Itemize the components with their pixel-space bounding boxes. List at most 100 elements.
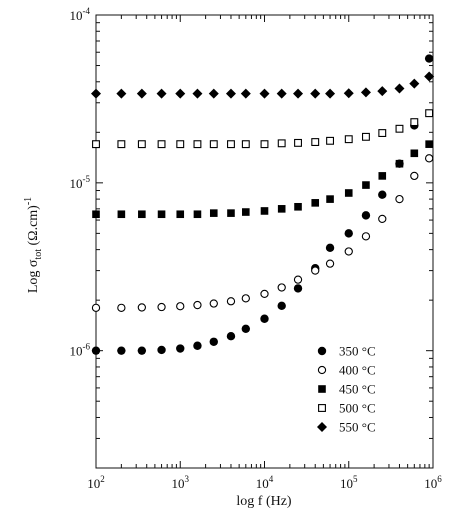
data-point — [361, 132, 370, 141]
data-point — [294, 138, 302, 147]
data-point — [227, 209, 235, 217]
y-tick-label: 10-6 — [70, 342, 91, 359]
data-point — [157, 210, 166, 219]
data-point — [361, 232, 371, 241]
data-point — [344, 189, 353, 197]
data-point — [241, 140, 250, 149]
data-point — [377, 86, 388, 97]
data-point — [260, 314, 269, 323]
series-2 — [91, 154, 434, 312]
data-point — [226, 331, 236, 341]
data-point — [91, 88, 101, 99]
data-point — [175, 88, 186, 99]
data-point — [209, 337, 218, 346]
data-point — [293, 88, 304, 99]
data-point — [311, 138, 320, 146]
y-label-sub: tot — [33, 249, 44, 260]
data-point — [208, 88, 219, 99]
x-tick-label: 102 — [87, 474, 105, 491]
legend-marker — [318, 385, 326, 393]
data-point — [293, 284, 303, 293]
data-point — [310, 88, 321, 99]
series-3 — [92, 140, 433, 219]
plot-frame — [95, 14, 434, 469]
data-point — [361, 211, 371, 220]
y-axis-label: Log σtot (Ω.cm)-1 — [23, 197, 44, 293]
data-point — [395, 124, 404, 133]
legend-marker — [317, 365, 327, 375]
data-point — [311, 199, 320, 207]
data-point — [92, 210, 100, 219]
data-point — [91, 303, 101, 312]
data-point — [176, 140, 185, 149]
data-point — [227, 140, 235, 149]
data-point — [137, 303, 146, 312]
series-5 — [91, 71, 435, 99]
data-point — [344, 135, 353, 144]
data-point — [137, 346, 147, 355]
x-axis-label: log f (Hz) — [236, 494, 292, 509]
data-point — [136, 88, 147, 99]
data-point — [138, 210, 146, 219]
data-point — [259, 88, 270, 99]
data-point — [378, 190, 387, 199]
data-point — [395, 194, 404, 204]
data-point — [193, 210, 202, 219]
data-point — [91, 346, 101, 355]
data-point — [326, 136, 335, 145]
data-point — [209, 140, 218, 149]
data-point — [209, 299, 218, 308]
data-point — [157, 302, 166, 312]
data-point — [394, 83, 405, 94]
legend-label: 550 °C — [339, 420, 376, 435]
data-point — [410, 171, 419, 181]
data-point — [395, 159, 404, 168]
data-point — [277, 283, 286, 292]
y-label-lead: Log σ — [26, 259, 41, 293]
data-point — [425, 140, 433, 148]
data-point — [260, 207, 269, 215]
data-point — [225, 88, 236, 99]
data-point — [277, 139, 286, 148]
data-point — [117, 140, 126, 149]
data-point — [193, 140, 202, 149]
data-point — [325, 88, 336, 99]
data-point — [378, 172, 387, 180]
data-point — [424, 54, 434, 63]
x-tick-label: 106 — [424, 474, 442, 491]
y-label-sup: -1 — [23, 197, 34, 205]
data-point — [277, 205, 286, 213]
legend-marker — [318, 404, 326, 412]
svg-text:Log σtot (Ω.cm)-1: Log σtot (Ω.cm)-1 — [23, 197, 44, 293]
data-point — [241, 324, 251, 334]
data-point — [277, 301, 286, 311]
data-point — [326, 195, 334, 203]
legend-marker — [317, 346, 327, 356]
data-point — [117, 210, 126, 219]
y-tick-label: 10-5 — [70, 174, 91, 191]
data-point — [240, 88, 251, 99]
data-point — [193, 300, 202, 310]
data-point — [157, 345, 166, 355]
legend-label: 400 °C — [339, 363, 376, 378]
data-point — [424, 154, 434, 163]
data-point — [176, 302, 185, 311]
data-point — [425, 109, 434, 118]
data-point — [157, 140, 166, 149]
series-4 — [92, 109, 434, 149]
data-point — [192, 88, 203, 99]
data-point — [276, 88, 287, 99]
legend: 350 °C 400 °C 450 °C 500 °C 550 °C — [317, 344, 376, 435]
data-point — [116, 88, 127, 99]
data-point — [260, 289, 269, 299]
legend-marker — [317, 422, 327, 432]
data-point — [343, 88, 354, 99]
data-point — [424, 71, 435, 82]
data-point — [409, 78, 420, 89]
data-point — [260, 140, 269, 149]
data-point — [156, 88, 167, 99]
data-point — [226, 297, 236, 306]
data-point — [176, 344, 185, 353]
data-point — [293, 275, 303, 284]
